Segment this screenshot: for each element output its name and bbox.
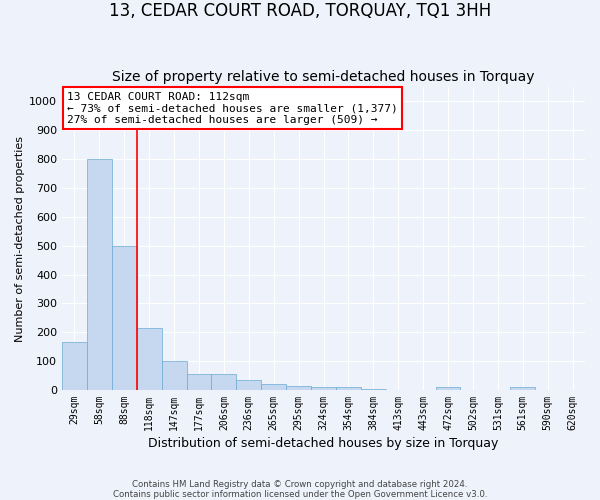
X-axis label: Distribution of semi-detached houses by size in Torquay: Distribution of semi-detached houses by … [148, 437, 499, 450]
Bar [436, 387, 460, 390]
Text: 13 CEDAR COURT ROAD: 112sqm
← 73% of semi-detached houses are smaller (1,377)
27: 13 CEDAR COURT ROAD: 112sqm ← 73% of sem… [67, 92, 398, 125]
Text: Contains HM Land Registry data © Crown copyright and database right 2024.
Contai: Contains HM Land Registry data © Crown c… [113, 480, 487, 499]
Bar [510, 387, 535, 390]
Y-axis label: Number of semi-detached properties: Number of semi-detached properties [15, 136, 25, 342]
Bar [187, 374, 211, 390]
Bar [62, 342, 87, 390]
Bar [361, 388, 386, 390]
Bar [261, 384, 286, 390]
Text: 13, CEDAR COURT ROAD, TORQUAY, TQ1 3HH: 13, CEDAR COURT ROAD, TORQUAY, TQ1 3HH [109, 2, 491, 21]
Bar [137, 328, 161, 390]
Bar [161, 361, 187, 390]
Bar [286, 386, 311, 390]
Bar [211, 374, 236, 390]
Title: Size of property relative to semi-detached houses in Torquay: Size of property relative to semi-detach… [112, 70, 535, 85]
Bar [236, 380, 261, 390]
Bar [87, 159, 112, 390]
Bar [112, 246, 137, 390]
Bar [311, 387, 336, 390]
Bar [336, 387, 361, 390]
